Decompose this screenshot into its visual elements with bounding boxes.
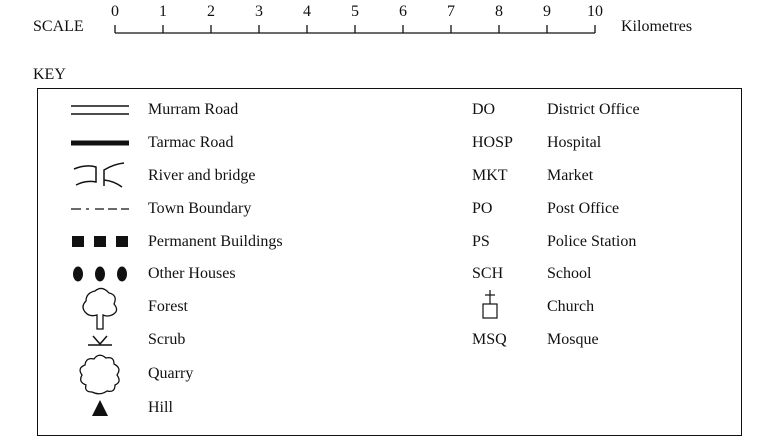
key-abbreviation-label: Hospital (547, 134, 602, 151)
scale-tick-label: 4 (303, 3, 311, 20)
scale-tick-label: 7 (447, 3, 455, 20)
key-abbreviation-label: School (547, 265, 592, 282)
key-abbreviation-code: MSQ (472, 331, 507, 348)
scrub-icon (88, 335, 112, 346)
key-symbol-label: Hill (148, 399, 173, 416)
other-houses-icon (73, 266, 127, 282)
river-bridge-icon (73, 162, 125, 188)
key-abbreviation-label: Police Station (547, 233, 637, 250)
forest-icon (82, 287, 118, 330)
key-symbol-label: Tarmac Road (148, 134, 234, 151)
key-abbreviation-code: MKT (472, 167, 508, 184)
key-abbreviation-code: HOSP (472, 134, 513, 151)
key-title: KEY (33, 66, 66, 83)
scale-tick-label: 8 (495, 3, 503, 20)
scale-tick-label: 6 (399, 3, 407, 20)
scale-tick-label: 5 (351, 3, 359, 20)
key-abbreviation-code: PS (472, 233, 490, 250)
key-symbol-label: Permanent Buildings (148, 233, 283, 250)
key-abbreviation-label: District Office (547, 101, 640, 118)
scale-label: SCALE (33, 18, 84, 35)
key-abbreviation-label: Church (547, 298, 595, 315)
key-abbreviation-label: Mosque (547, 331, 599, 348)
town-boundary-icon (71, 208, 129, 210)
scale-bar (114, 25, 596, 34)
scale-tick-label: 3 (255, 3, 263, 20)
quarry-icon (79, 354, 120, 395)
key-box (37, 88, 742, 436)
key-symbol-label: Scrub (148, 331, 186, 348)
murram-road-icon (71, 105, 129, 115)
key-symbol-label: River and bridge (148, 167, 256, 184)
hill-icon (92, 400, 108, 416)
key-symbol-label: Murram Road (148, 101, 239, 118)
scale-tick-label: 2 (207, 3, 215, 20)
key-abbreviation-code: DO (472, 101, 496, 118)
key-abbreviation-label: Post Office (547, 200, 620, 217)
tarmac-road-icon (71, 140, 129, 146)
church-icon (482, 290, 498, 319)
scale-tick-label: 9 (543, 3, 551, 20)
key-symbol-label: Town Boundary (148, 200, 252, 217)
key-abbreviation-code: SCH (472, 265, 504, 282)
key-symbol-label: Other Houses (148, 265, 236, 282)
key-symbol-label: Quarry (148, 365, 194, 382)
key-abbreviation-code: PO (472, 200, 493, 217)
scale-tick-label: 1 (159, 3, 167, 20)
scale-tick-label: 10 (587, 3, 603, 20)
scale-tick-label: 0 (111, 3, 119, 20)
key-symbol-label: Forest (148, 298, 188, 315)
key-abbreviation-label: Market (547, 167, 594, 184)
permanent-buildings-icon (72, 236, 128, 247)
scale-unit: Kilometres (621, 18, 693, 35)
